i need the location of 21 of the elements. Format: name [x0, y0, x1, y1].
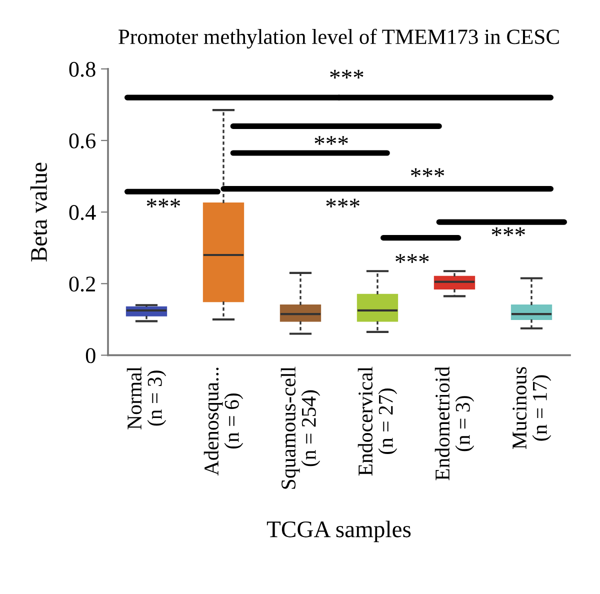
- y-tick-label: 0.8: [69, 62, 96, 77]
- annotation: ***: [396, 254, 429, 263]
- annotation: ***: [146, 198, 180, 208]
- x-tick-label: Adenosqua... (n = 6): [204, 368, 244, 476]
- y-tick-label: 0.4: [69, 204, 96, 220]
- annotation: ***: [410, 168, 444, 177]
- y-tick-label: 0.2: [69, 276, 95, 292]
- annotation: ***: [492, 227, 525, 236]
- annotation: ***: [314, 136, 348, 145]
- x-tick-label: Mucinous (n = 17): [512, 367, 552, 450]
- y-tick-label: 0.6: [69, 133, 96, 149]
- x-tick-label: Squamous-cell (n = 254): [280, 366, 320, 489]
- y-axis-title: Beta value: [30, 162, 47, 262]
- x-tick-label: Endometrioid (n = 3): [434, 366, 474, 480]
- chart-title: Promoter methylation level of TMEM173 in CESC: [118, 28, 559, 49]
- y-tick-label: 0: [86, 348, 96, 364]
- x-axis-title: TCGA samples: [266, 520, 411, 542]
- x-tick-label: Endocervical (n = 27): [358, 366, 398, 476]
- x-tick-label: Normal (n = 3): [126, 366, 166, 430]
- annotation: ***: [330, 70, 364, 79]
- annotation: ***: [326, 198, 360, 208]
